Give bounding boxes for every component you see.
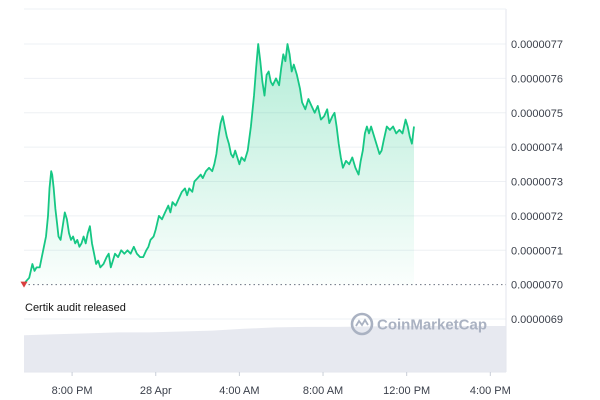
volume-band (24, 326, 506, 372)
x-axis: 8:00 PM 28 Apr 4:00 AM 8:00 AM 12:00 PM 4:00 … (52, 372, 511, 397)
price-series-line (23, 43, 415, 286)
x-tick-label: 8:00 AM (303, 385, 343, 397)
y-tick-label: 0.0000071 (511, 245, 563, 257)
y-tick-label: 0.0000069 (511, 314, 563, 326)
x-tick-label: 4:00 PM (470, 385, 511, 397)
y-tick-label: 0.0000076 (511, 73, 563, 85)
y-tick-label: 0.0000077 (511, 39, 563, 51)
price-line (23, 43, 415, 286)
y-axis: 0.0000077 0.0000076 0.0000075 0.0000074 0.00… (511, 39, 563, 326)
annotation: Certik audit released (20, 281, 126, 314)
x-tick-label: 8:00 PM (52, 385, 93, 397)
y-tick-label: 0.0000074 (511, 142, 563, 154)
y-tick-label: 0.0000072 (511, 211, 563, 223)
volume-area (24, 326, 506, 372)
y-tick-label: 0.0000073 (511, 177, 563, 189)
x-tick-label: 12:00 PM (383, 385, 430, 397)
watermark-text: CoinMarketCap (377, 317, 487, 334)
y-tick-label: 0.0000075 (511, 108, 563, 120)
y-tick-label: 0.0000070 (511, 280, 563, 292)
x-tick-label: 28 Apr (140, 385, 172, 397)
watermark: CoinMarketCap (350, 312, 487, 336)
price-area-fill (24, 44, 414, 285)
annotation-marker-icon (20, 281, 28, 288)
x-tick-label: 4:00 AM (219, 385, 259, 397)
coinmarketcap-logo-icon (350, 312, 374, 336)
price-area (24, 44, 414, 285)
annotation-label: Certik audit released (25, 302, 126, 314)
